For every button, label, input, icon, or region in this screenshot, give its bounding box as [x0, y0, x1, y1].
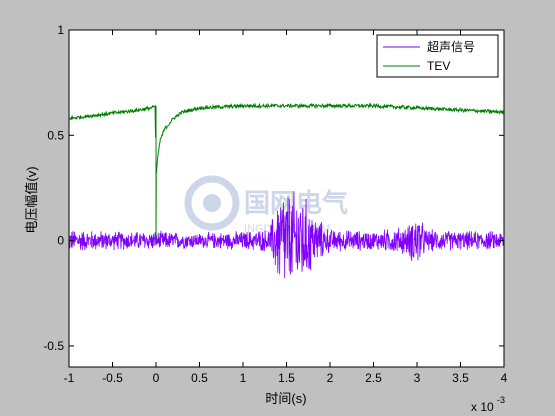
x-tick-label: 3.5 — [452, 371, 469, 385]
watermark-text: 国网电气 — [244, 188, 348, 218]
x-tick-label: 4 — [501, 371, 508, 385]
watermark-logo-core — [203, 194, 221, 212]
y-tick-label: 0 — [57, 234, 64, 248]
legend: 超声信号 TEV — [376, 34, 499, 78]
series-line-tev — [68, 102, 505, 241]
x-multiplier-exponent: -3 — [497, 395, 505, 405]
x-tick-label: -0.5 — [102, 371, 123, 385]
x-axis-label: 时间(s) — [265, 391, 306, 406]
y-tick-label: 0.5 — [47, 128, 64, 142]
plot-area — [68, 29, 505, 368]
x-tick-label: 0.5 — [191, 371, 208, 385]
y-axis-label: 电压幅值(v) — [24, 166, 39, 233]
legend-label-tev: TEV — [427, 59, 450, 73]
y-tick-label: 1 — [57, 23, 64, 37]
legend-box — [376, 34, 499, 78]
x-multiplier-label: x 10 — [471, 400, 494, 414]
x-tick-label: 2 — [327, 371, 334, 385]
y-tick-label: -0.5 — [43, 339, 64, 353]
series-layer — [68, 102, 505, 279]
x-tick-label: 3 — [414, 371, 421, 385]
x-tick-label: -1 — [64, 371, 75, 385]
x-tick-label: 2.5 — [365, 371, 382, 385]
x-tick-label: 1.5 — [278, 371, 295, 385]
legend-label-ultrasonic: 超声信号 — [427, 39, 475, 54]
x-multiplier: x 10 -3 — [471, 395, 505, 414]
x-tick-label: 0 — [153, 371, 160, 385]
series-line-ultrasonic — [68, 191, 505, 279]
watermark-logo-icon — [184, 175, 240, 231]
axes-layer: -1 -0.5 0 0.5 1 1.5 2 2.5 3 3.5 4 -0.5 0 0.5 1 — [43, 23, 507, 385]
x-tick-label: 1 — [240, 371, 247, 385]
